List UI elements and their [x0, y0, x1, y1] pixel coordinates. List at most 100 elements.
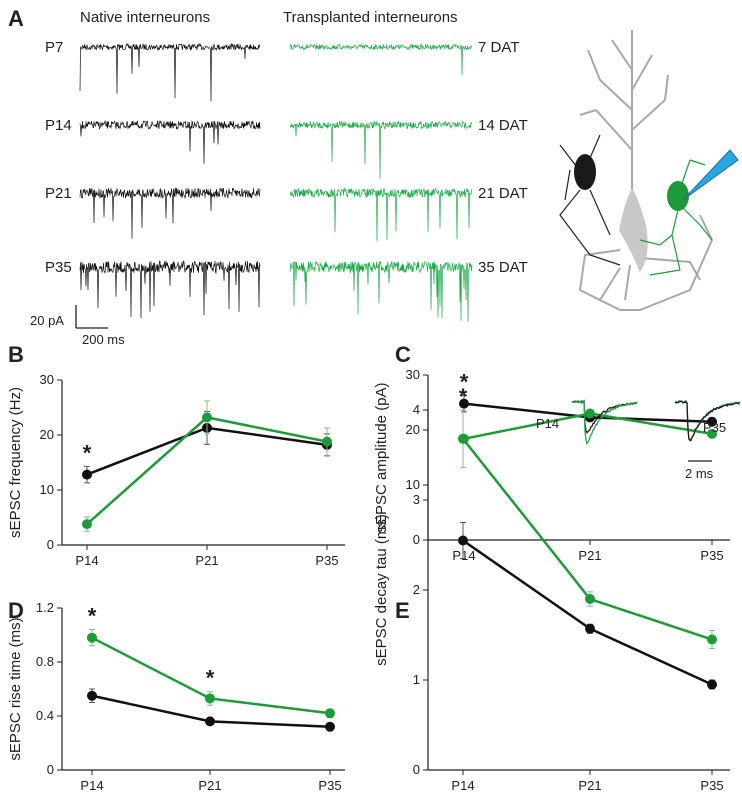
y-tick-label: 0: [413, 532, 420, 547]
inset-trace: [674, 400, 741, 442]
inset-trace: [571, 400, 638, 446]
trace: [79, 119, 261, 164]
data-point: [322, 436, 332, 447]
annotation: *: [83, 440, 92, 465]
data-point: [82, 519, 92, 530]
y-tick-label: 0: [413, 762, 420, 777]
y-tick-label: 0: [47, 762, 54, 777]
data-point: [707, 634, 717, 645]
transplanted-neurite: [639, 159, 713, 276]
panel-letter: C: [395, 342, 411, 367]
data-point: [205, 716, 215, 727]
pipette: [682, 149, 739, 201]
inset-scale-label: 2 ms: [685, 466, 714, 481]
transplanted-title: Transplanted interneurons: [283, 9, 458, 26]
y-tick-label: 1: [413, 672, 420, 687]
dat-label: 14 DAT: [478, 117, 528, 134]
x-tick-label: P35: [700, 548, 723, 563]
y-tick-label: 10: [406, 477, 420, 492]
neuron-diagram: [559, 30, 739, 311]
data-point: [585, 594, 595, 604]
y-tick-label: 4: [413, 402, 420, 417]
age-label: P14: [45, 117, 72, 134]
x-tick-label: P21: [578, 778, 601, 793]
annotation: *: [88, 604, 97, 629]
data-point: [585, 408, 595, 419]
data-point: [87, 690, 97, 701]
y-tick-label: 0: [47, 537, 54, 552]
native-soma: [574, 154, 596, 190]
dat-label: 7 DAT: [478, 39, 519, 56]
data-point: [325, 721, 335, 732]
y-axis-title: sEPSC frequency (Hz): [7, 387, 24, 538]
native-title: Native interneurons: [80, 9, 210, 26]
x-tick-label: P21: [578, 548, 601, 563]
transplanted-soma: [667, 181, 689, 211]
y-tick-label: 10: [40, 482, 54, 497]
dendrite: [578, 214, 714, 311]
y-tick-label: 30: [40, 372, 54, 387]
data-point: [707, 679, 717, 690]
data-point: [458, 433, 468, 444]
x-tick-label: P14: [452, 548, 475, 563]
inset-label: P35: [703, 420, 726, 435]
annotation: *: [459, 384, 468, 409]
data-point: [325, 708, 335, 719]
axon: [559, 134, 621, 266]
data-point: [707, 428, 717, 439]
x-tick-label: P21: [195, 553, 218, 568]
data-point: [87, 632, 97, 643]
scale-label: 200 ms: [82, 332, 125, 347]
pyramidal-soma: [618, 187, 648, 273]
data-point: [202, 412, 212, 423]
data-point: [205, 693, 215, 704]
y-axis-title: sEPSC decay tau (ms): [373, 514, 390, 666]
trace: [289, 120, 472, 179]
dendrite: [579, 30, 669, 240]
dat-label: 21 DAT: [478, 185, 528, 202]
data-point: [82, 469, 92, 480]
annotation: *: [206, 666, 215, 691]
scale-bar: 20 pA 200 ms: [30, 305, 125, 347]
trace: [79, 42, 261, 102]
y-tick-label: 20: [406, 422, 420, 437]
age-label: P21: [45, 185, 72, 202]
data-point: [707, 416, 717, 427]
age-label: P35: [45, 259, 72, 276]
data-point: [585, 623, 595, 634]
annotation: *: [460, 369, 469, 394]
trace: [289, 43, 473, 76]
dat-label: 35 DAT: [478, 259, 528, 276]
series-line: [462, 438, 713, 641]
trace: [289, 260, 473, 322]
x-tick-label: P14: [75, 553, 98, 568]
x-tick-label: P14: [80, 778, 103, 793]
y-tick-label: 20: [40, 427, 54, 442]
y-tick-label: 3: [413, 492, 420, 507]
panel-letter: B: [8, 342, 24, 367]
y-tick-label: 30: [406, 367, 420, 382]
y-tick-label: 1.2: [36, 600, 54, 615]
inset-label: P14: [536, 416, 559, 431]
data-point: [459, 398, 469, 409]
age-label: P7: [45, 39, 63, 56]
scale-label: 20 pA: [30, 313, 64, 328]
panel-letter: A: [8, 6, 24, 31]
x-tick-label: P35: [318, 778, 341, 793]
y-axis-title: sEPSC amplitude (pA): [373, 382, 390, 532]
trace: [289, 187, 473, 242]
data-point: [458, 535, 468, 546]
panel-letter: E: [395, 598, 410, 623]
x-tick-label: P14: [451, 778, 474, 793]
y-axis-title: sEPSC rise time (ms): [7, 617, 24, 760]
trace: [79, 260, 261, 319]
panel-letter: D: [8, 598, 24, 623]
x-tick-label: P35: [315, 553, 338, 568]
x-tick-label: P35: [700, 778, 723, 793]
y-tick-label: 0.8: [36, 654, 54, 669]
y-tick-label: 2: [413, 582, 420, 597]
y-tick-label: 0.4: [36, 708, 54, 723]
x-tick-label: P21: [198, 778, 221, 793]
trace: [79, 187, 261, 239]
